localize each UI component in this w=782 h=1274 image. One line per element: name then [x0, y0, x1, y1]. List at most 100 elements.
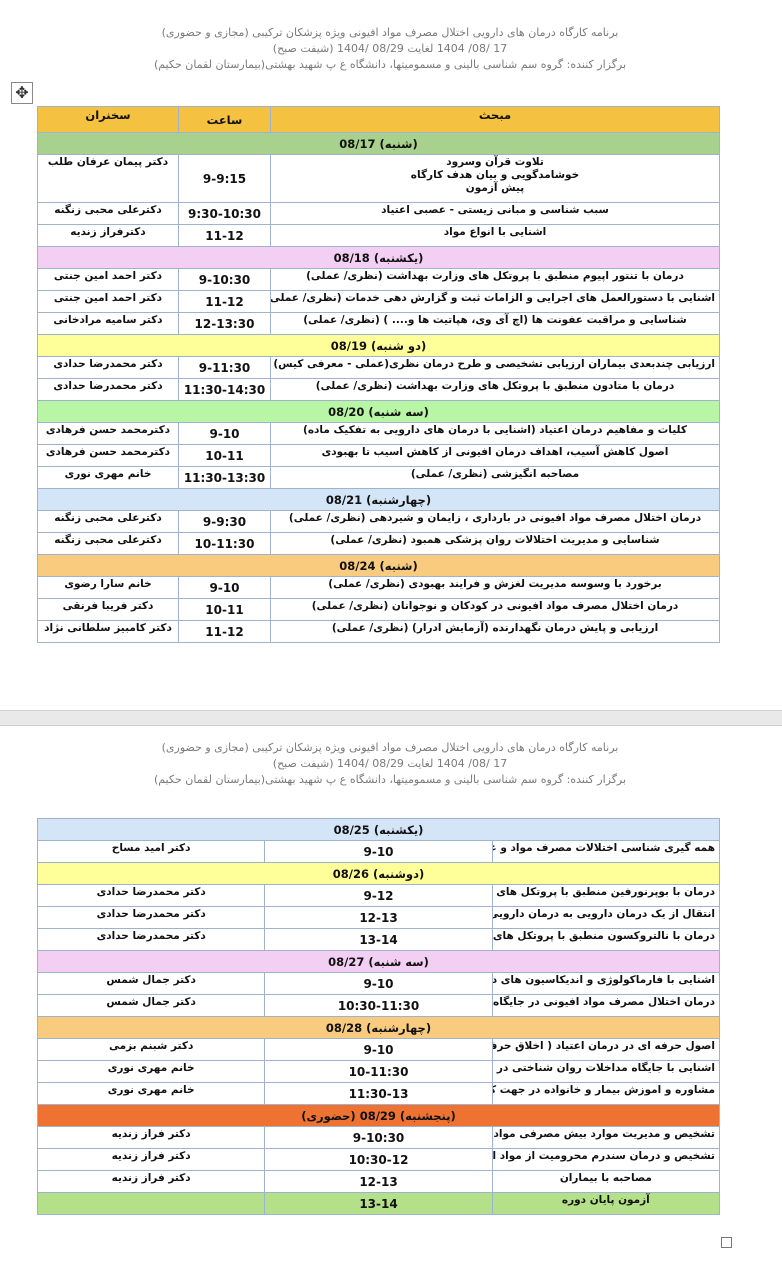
session-time: 11:30-13	[264, 1082, 493, 1105]
session-topic: مصاحبه با بیماران	[491, 1170, 721, 1193]
session-time: 10:30-11:30	[264, 994, 493, 1017]
session-speaker: دکتر محمدرضا حدادی	[36, 906, 266, 929]
session-time: 10-11	[178, 444, 271, 467]
session-row: شناسایی و مدیریت اختلالات روان پزشکی همب…	[37, 532, 720, 555]
session-row: اشنایی با جایگاه مداخلات روان شناختی در …	[36, 1060, 721, 1083]
day-heading: (دو شنبه) 08/19	[37, 334, 720, 357]
day-row: (شنبه) 08/24	[37, 554, 720, 577]
program-dates: 17 /08/ 1404 لغایت 08/29 /1404 (شیفت صبح…	[272, 42, 508, 55]
session-speaker: دکتر احمد امین جنتی	[37, 268, 179, 291]
session-topic: آزمون پایان دوره	[491, 1192, 721, 1215]
session-speaker: دکتر محمدرضا حدادی	[37, 356, 179, 379]
day-row: (شنبه) 08/17	[37, 132, 720, 155]
session-speaker: دکتر کامبیز سلطانی نژاد	[37, 620, 179, 643]
session-speaker: دکترعلی محبی زنگنه	[37, 532, 179, 555]
session-row: اشنایی با انواع مواد 11-12 دکترفراز زندیه	[37, 224, 720, 247]
session-time: 12-13	[264, 1170, 493, 1193]
session-time: 9-10	[264, 1038, 493, 1061]
session-row: اصول کاهش آسیب، اهداف درمان افیونی از کا…	[37, 444, 720, 467]
session-topic: اصول حرفه ای در درمان اعتیاد ( اخلاق حرف…	[491, 1038, 721, 1061]
session-time: 9-10	[178, 576, 271, 599]
day-heading: (چهارشنبه) 08/21	[37, 488, 720, 511]
session-topic: تشخیص و درمان سندرم محرومیت از مواد افیو…	[491, 1148, 721, 1171]
column-header-time: ساعت	[178, 106, 271, 133]
day-heading: (یکشنبه) 08/18	[37, 246, 720, 269]
session-row: انتقال از یک درمان دارویی به درمان داروی…	[36, 906, 721, 929]
session-time: 9:30-10:30	[178, 202, 271, 225]
session-speaker: دکترفراز زندیه	[37, 224, 179, 247]
session-topic: تشخیص و مدیریت موارد بیش مصرفی مواد (عمل…	[491, 1126, 721, 1149]
session-row: برخورد با وسوسه مدیریت لغزش و فرایند بهب…	[37, 576, 720, 599]
session-row: اشنایی با فارماکولوژی و اندیکاسیون های د…	[36, 972, 721, 995]
session-row: اصول حرفه ای در درمان اعتیاد ( اخلاق حرف…	[36, 1038, 721, 1061]
move-table-icon[interactable]: ✥	[11, 82, 33, 104]
session-row: همه گیری شناسی اختلالات مصرف مواد و عوار…	[36, 840, 721, 863]
day-heading: (سه شنبه) 08/20	[37, 400, 720, 423]
session-row: تشخیص و مدیریت موارد بیش مصرفی مواد (عمل…	[36, 1126, 721, 1149]
session-row: ارزیابی چندبعدی بیماران ارزیابی تشخیصی و…	[37, 356, 720, 379]
session-speaker: دکتر فریبا فرنقی	[37, 598, 179, 621]
session-speaker: دکتر احمد امین جنتی	[37, 290, 179, 313]
program-organizer: برگزار کننده: گروه سم شناسی بالینی و مسم…	[153, 773, 627, 786]
session-row: کلیات و مفاهیم درمان اعتیاد (اشنایی با د…	[37, 422, 720, 445]
session-topic: درمان با نالتروکسون منطبق با پروتکل های …	[491, 928, 721, 951]
day-heading: (پنجشنبه) 08/29 (حضوری)	[37, 1104, 720, 1127]
session-speaker: دکتر جمال شمس	[36, 994, 266, 1017]
session-row: مشاوره و اموزش بیمار و خانواده در جهت کم…	[36, 1082, 721, 1105]
session-topic: ارزیابی و پایش درمان نگهدارنده (آزمایش ا…	[270, 620, 720, 643]
session-speaker: دکتر جمال شمس	[36, 972, 266, 995]
session-speaker: دکتر فراز زندیه	[36, 1126, 266, 1149]
session-topic: شناسایی و مدیریت اختلالات روان پزشکی همب…	[270, 532, 720, 555]
session-speaker: دکترمحمد حسن فرهادی	[37, 422, 179, 445]
schedule-table-page2: (یکشنبه) 08/25 همه گیری شناسی اختلالات مص…	[36, 818, 721, 1215]
session-time: 11:30-14:30	[178, 378, 271, 401]
session-speaker: خانم مهری نوری	[36, 1082, 266, 1105]
session-row: سبب شناسی و مبانی زیستی - عصبی اعتیاد 9:3…	[37, 202, 720, 225]
program-dates: 17 /08/ 1404 لغایت 08/29 /1404 (شیفت صبح…	[272, 757, 508, 770]
session-speaker: دکتر فراز زندیه	[36, 1170, 266, 1193]
session-topic: انتقال از یک درمان دارویی به درمان داروی…	[491, 906, 721, 929]
session-row: ارزیابی و پایش درمان نگهدارنده (آزمایش ا…	[37, 620, 720, 643]
session-row: مصاحبه با بیماران 12-13 دکتر فراز زندیه	[36, 1170, 721, 1193]
session-speaker: دکتر محمدرضا حدادی	[36, 928, 266, 951]
session-time: 12-13:30	[178, 312, 271, 335]
session-time: 9-10:30	[264, 1126, 493, 1149]
session-topic: درمان اختلال مصرف مواد افیونی در بارداری…	[270, 510, 720, 533]
session-row: درمان با تنتور اپیوم منطبق با پروتکل های…	[37, 268, 720, 291]
column-header-topic: مبحث	[270, 106, 720, 133]
session-topic: شناسایی و مراقبت عفونت ها (اچ آی وی، هپا…	[270, 312, 720, 335]
day-row: (دوشنبه) 08/26	[37, 862, 720, 885]
session-time: 11:30-13:30	[178, 466, 271, 489]
program-organizer: برگزار کننده: گروه سم شناسی بالینی و مسم…	[153, 58, 627, 71]
session-time: 9-10	[264, 840, 493, 863]
session-topic: برخورد با وسوسه مدیریت لغزش و فرایند بهب…	[270, 576, 720, 599]
schedule-table-page1: مبحث ساعت سخنران (شنبه) 08/17 تلاوت قرآن وسر…	[37, 106, 720, 643]
session-topic: اشنایی با انواع مواد	[270, 224, 720, 247]
session-row: درمان اختلال مصرف مواد افیونی در بارداری…	[37, 510, 720, 533]
session-topic: درمان با بوپرنورفین منطبق با پروتکل های …	[491, 884, 721, 907]
program-title: برنامه کارگاه درمان های دارویی اختلال مص…	[161, 741, 619, 754]
session-speaker: دکتر امید مساح	[36, 840, 266, 863]
page2-header: برنامه کارگاه درمان های دارویی اختلال مص…	[100, 740, 680, 788]
session-speaker	[36, 1192, 266, 1215]
session-time: 13-14	[264, 1192, 493, 1215]
day-row: (دو شنبه) 08/19	[37, 334, 720, 357]
day-row: (یکشنبه) 08/25	[37, 818, 720, 841]
session-speaker: دکترعلی محبی زنگنه	[37, 510, 179, 533]
day-row: (سه شنبه) 08/27	[37, 950, 720, 973]
table-resize-handle[interactable]	[721, 1237, 732, 1248]
day-row: (چهارشنبه) 08/21	[37, 488, 720, 511]
session-speaker: خانم مهری نوری	[36, 1060, 266, 1083]
session-topic: درمان اختلال مصرف مواد افیونی در جایگاه …	[491, 994, 721, 1017]
day-heading: (دوشنبه) 08/26	[37, 862, 720, 885]
session-row: تلاوت قرآن وسرود خوشامدگویی و بیان هدف ک…	[37, 154, 720, 203]
session-topic: همه گیری شناسی اختلالات مصرف مواد و عوار…	[491, 840, 721, 863]
session-speaker: دکتر فراز زندیه	[36, 1148, 266, 1171]
program-title: برنامه کارگاه درمان های دارویی اختلال مص…	[161, 26, 619, 39]
day-row: (یکشنبه) 08/18	[37, 246, 720, 269]
session-topic: درمان با متادون منطبق با پروتکل های وزار…	[270, 378, 720, 401]
day-row: (پنجشنبه) 08/29 (حضوری)	[37, 1104, 720, 1127]
day-heading: (سه شنبه) 08/27	[37, 950, 720, 973]
day-row: (سه شنبه) 08/20	[37, 400, 720, 423]
session-time: 9-10	[178, 422, 271, 445]
